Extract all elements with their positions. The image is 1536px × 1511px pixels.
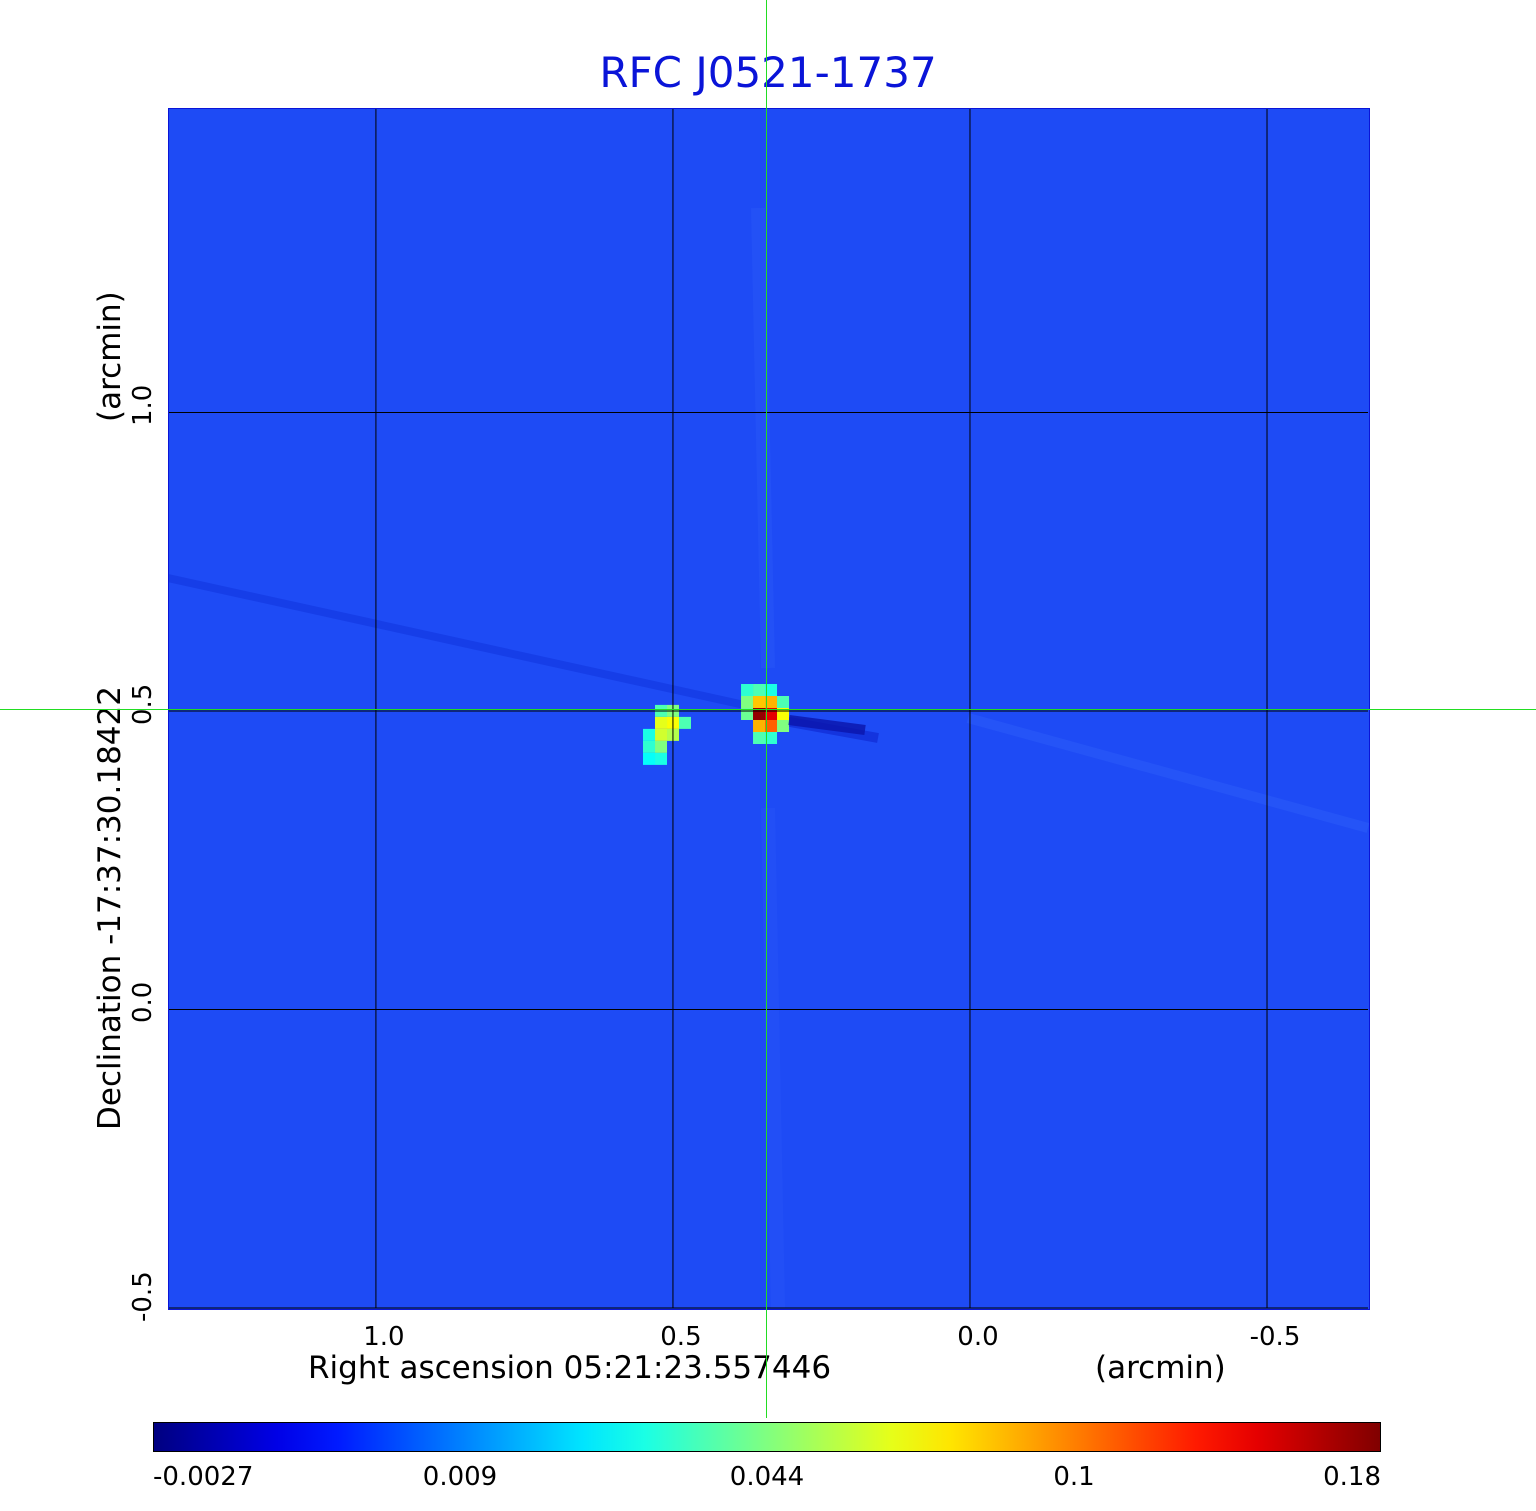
secondary-source-pixel <box>643 752 656 765</box>
colorbar-tick-label: 0.009 <box>422 1462 498 1492</box>
core-source-pixel <box>765 684 778 696</box>
core-source-pixel <box>765 696 778 708</box>
crosshair-horizontal <box>0 709 1536 710</box>
sidelobe-streak <box>966 713 1370 833</box>
x-axis-label: Right ascension 05:21:23.557446 <box>308 1350 832 1386</box>
x-tick-label: 1.0 <box>363 1322 405 1352</box>
x-tick-label: -0.5 <box>1249 1322 1301 1352</box>
core-source-pixel <box>753 696 766 708</box>
secondary-source-pixel <box>655 716 668 729</box>
secondary-source-pixel <box>655 728 668 741</box>
sidelobe-streak <box>168 574 759 712</box>
x-tick-label: 0.5 <box>660 1322 702 1352</box>
y-tick-label: 1.0 <box>128 385 158 427</box>
secondary-source-pixel <box>655 740 668 753</box>
core-source-pixel <box>765 720 778 732</box>
sidelobe-streak <box>761 807 785 1309</box>
x-tick-label: 0.0 <box>957 1322 999 1352</box>
core-source-pixel <box>741 696 754 708</box>
negative-sidelobe <box>788 715 866 735</box>
x-axis-unit: (arcmin) <box>1095 1350 1226 1386</box>
colorbar-tick-label: 0.18 <box>1323 1462 1381 1492</box>
core-source-pixel <box>753 732 766 744</box>
secondary-source-pixel <box>643 740 656 753</box>
y-tick-label: -0.5 <box>128 1271 158 1322</box>
colorbar-tick-label: -0.0027 <box>153 1462 254 1492</box>
chart-title: RFC J0521-1737 <box>599 48 937 97</box>
y-tick-label: 0.5 <box>128 683 158 725</box>
y-tick-label: 0.0 <box>128 982 158 1024</box>
secondary-source-pixel <box>679 716 692 729</box>
core-source-pixel <box>765 732 778 744</box>
secondary-source-pixel <box>643 728 656 741</box>
core-source-pixel <box>741 684 754 696</box>
core-source-pixel <box>753 684 766 696</box>
core-source-pixel <box>753 720 766 732</box>
colorbar-tick-label: 0.044 <box>729 1462 805 1492</box>
y-axis-label: Declination -17:37:30.18422 <box>92 686 128 1130</box>
colorbar-tick-label: 0.1 <box>1053 1462 1095 1492</box>
y-axis-unit: (arcmin) <box>92 291 128 422</box>
colorbar <box>153 1422 1381 1452</box>
secondary-source-pixel <box>655 752 668 765</box>
core-source-pixel <box>777 696 790 708</box>
core-source-pixel <box>777 720 790 732</box>
